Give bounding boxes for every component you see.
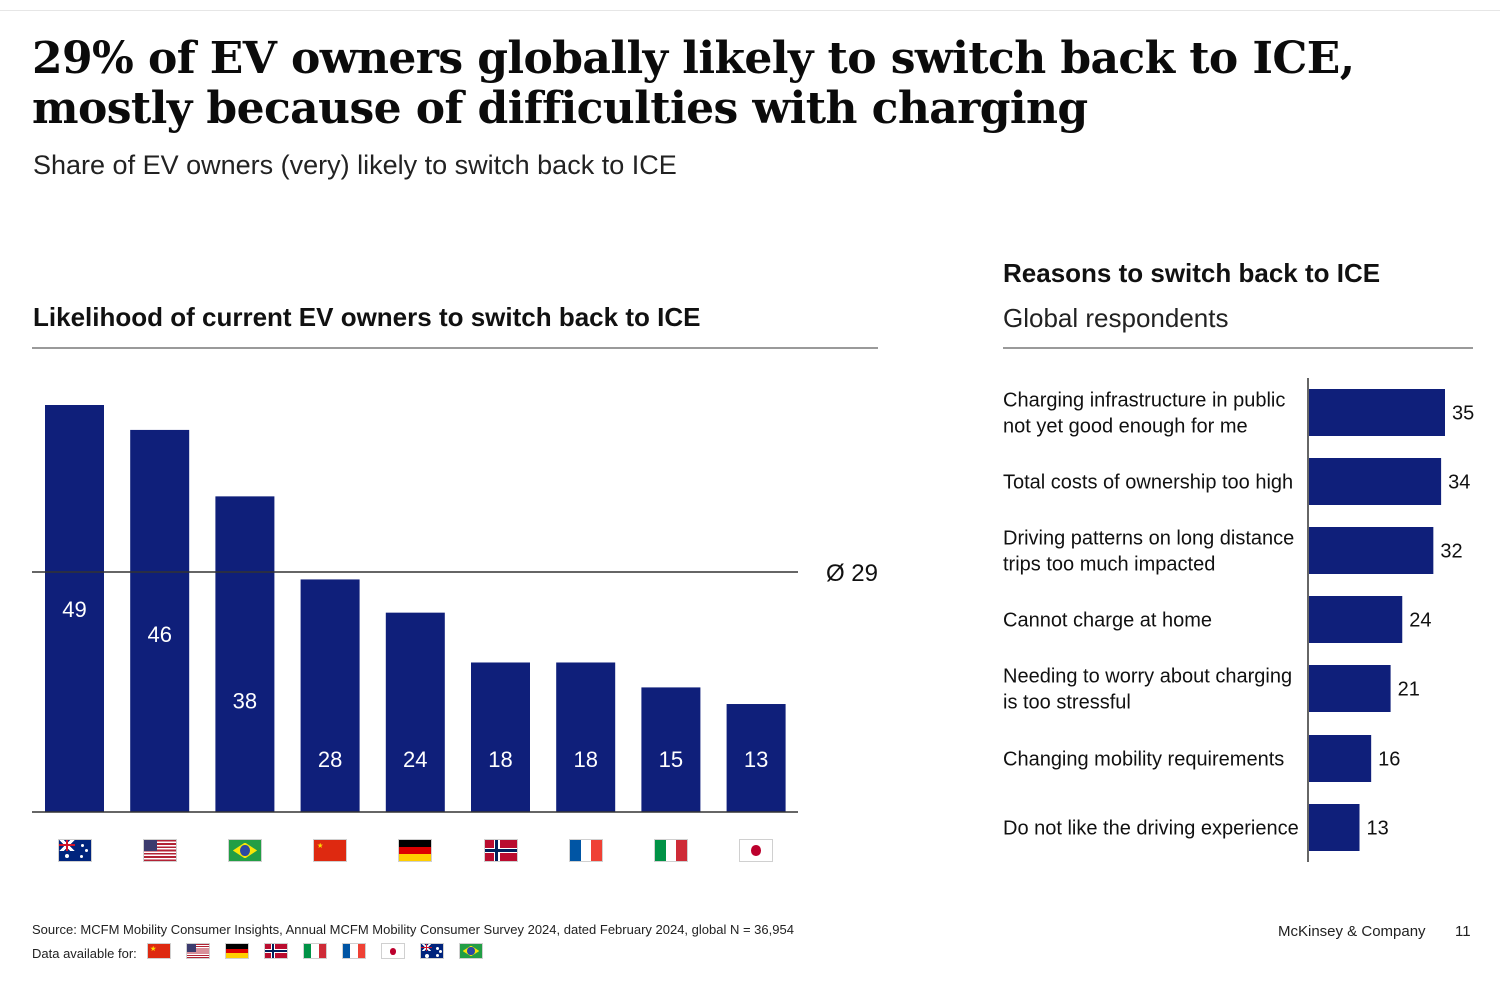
australia-flag-icon xyxy=(420,943,444,959)
italy-flag-icon xyxy=(303,943,327,959)
reason-value: 32 xyxy=(1440,541,1462,563)
brazil-flag-icon xyxy=(459,943,483,959)
bar-france xyxy=(556,662,616,812)
china-flag-icon xyxy=(313,839,347,862)
bar-value-label: 13 xyxy=(744,747,768,772)
source-note: Source: MCFM Mobility Consumer Insights,… xyxy=(32,922,794,937)
bar-italy xyxy=(641,687,701,812)
reason-label: not yet good enough for me xyxy=(1003,416,1248,438)
reason-value: 34 xyxy=(1448,472,1470,494)
norway-flag-icon xyxy=(484,839,518,862)
bar-usa xyxy=(130,429,190,812)
reason-bar xyxy=(1309,665,1391,712)
italy-flag-icon xyxy=(654,839,688,862)
japan-flag-icon xyxy=(381,943,405,959)
reason-label: Total costs of ownership too high xyxy=(1003,472,1293,494)
norway-flag-icon xyxy=(264,943,288,959)
bar-australia xyxy=(45,405,104,812)
usa-flag-icon xyxy=(186,943,210,959)
bar-germany xyxy=(385,612,445,812)
reason-label: trips too much impacted xyxy=(1003,554,1215,576)
bar-value-label: 49 xyxy=(62,597,86,622)
reason-bar xyxy=(1309,596,1403,643)
reason-label: Cannot charge at home xyxy=(1003,610,1212,632)
reason-value: 13 xyxy=(1367,818,1389,840)
reason-value: 35 xyxy=(1452,403,1474,425)
usa-flag-icon xyxy=(143,839,177,862)
brazil-flag-icon xyxy=(228,839,262,862)
bar-norway xyxy=(471,662,530,812)
right-chart-rule xyxy=(1003,347,1473,349)
reason-bar xyxy=(1309,804,1360,851)
bar-value-label: 46 xyxy=(147,622,171,647)
average-label: Ø 29 xyxy=(826,560,878,587)
japan-flag-icon xyxy=(739,839,773,862)
australia-flag-icon xyxy=(58,839,92,862)
reason-bar xyxy=(1309,389,1445,436)
china-flag-icon xyxy=(147,943,171,959)
data-available-label: Data available for: xyxy=(32,946,137,961)
reason-label: Driving patterns on long distance xyxy=(1003,528,1294,550)
reason-label: Charging infrastructure in public xyxy=(1003,390,1285,412)
reason-label: is too stressful xyxy=(1003,692,1131,714)
bar-value-label: 18 xyxy=(573,747,597,772)
reason-value: 24 xyxy=(1409,610,1431,632)
bar-value-label: 15 xyxy=(659,747,683,772)
bar-china xyxy=(300,579,360,812)
page-number: 11 xyxy=(1455,923,1471,940)
reason-label: Changing mobility requirements xyxy=(1003,749,1284,771)
bar-value-label: 24 xyxy=(403,747,427,772)
france-flag-icon xyxy=(569,839,603,862)
left-chart-title: Likelihood of current EV owners to switc… xyxy=(33,302,701,332)
reason-value: 21 xyxy=(1398,679,1420,701)
reason-label: Do not like the driving experience xyxy=(1003,818,1299,840)
bar-brazil xyxy=(215,496,275,812)
bar-value-label: 28 xyxy=(318,747,342,772)
page-title: 29% of EV owners globally likely to swit… xyxy=(32,33,1355,134)
reason-value: 16 xyxy=(1378,749,1400,771)
germany-flag-icon xyxy=(398,839,432,862)
france-flag-icon xyxy=(342,943,366,959)
reason-bar xyxy=(1309,458,1442,505)
bar-value-label: 18 xyxy=(488,747,512,772)
company-name: McKinsey & Company xyxy=(1278,923,1426,940)
page-subtitle: Share of EV owners (very) likely to swit… xyxy=(33,150,677,180)
left-chart-rule xyxy=(32,347,878,349)
top-divider xyxy=(0,10,1500,11)
reason-bar xyxy=(1309,735,1372,782)
bar-value-label: 38 xyxy=(233,688,257,713)
right-chart-title: Reasons to switch back to ICE xyxy=(1003,258,1381,288)
right-chart-subtitle: Global respondents xyxy=(1003,303,1229,333)
reason-label: Needing to worry about charging xyxy=(1003,666,1292,688)
reason-bar xyxy=(1309,527,1434,574)
bar-japan xyxy=(726,704,786,812)
germany-flag-icon xyxy=(225,943,249,959)
